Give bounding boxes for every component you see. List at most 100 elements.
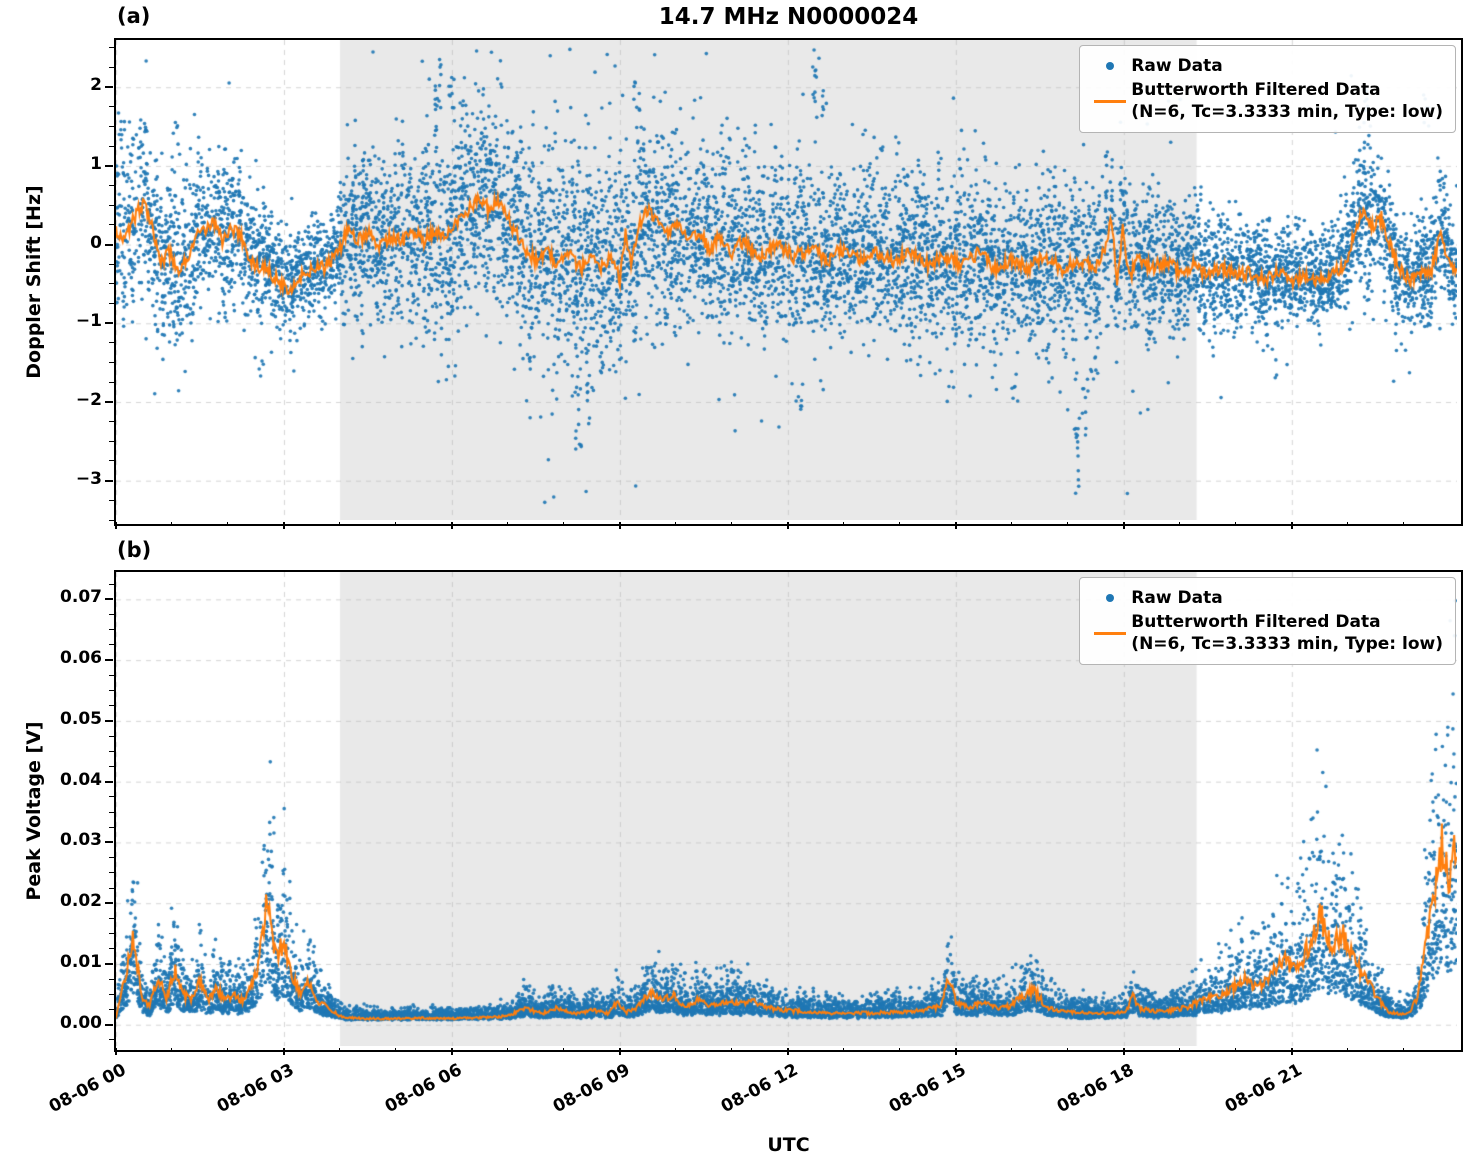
x-minor-tick — [899, 1048, 901, 1052]
x-minor-tick — [899, 522, 901, 526]
y-tick-label: 0.01 — [60, 951, 102, 972]
y-tick — [105, 841, 113, 844]
x-minor-tick — [339, 1048, 341, 1052]
x-tick — [618, 522, 621, 529]
x-tick — [282, 522, 285, 529]
y-tick-label: 0 — [90, 232, 102, 253]
y-minor-tick — [109, 1039, 114, 1041]
x-tick — [282, 1048, 285, 1055]
x-tick — [786, 1048, 789, 1055]
y-minor-tick — [109, 978, 114, 980]
panel-a-tag: (a) — [117, 4, 151, 28]
y-tick-label: 0.00 — [60, 1012, 102, 1033]
y-minor-tick — [109, 263, 114, 265]
x-minor-tick — [1179, 522, 1181, 526]
legend-raw-label: Raw Data — [1131, 56, 1223, 76]
legend-filtered-label: Butterworth Filtered Data (N=6, Tc=3.3333… — [1131, 611, 1443, 655]
x-minor-tick — [1011, 522, 1013, 526]
x-minor-tick — [227, 1048, 229, 1052]
y-minor-tick — [109, 204, 114, 206]
filtered-line-marker — [1089, 99, 1131, 103]
y-minor-tick — [109, 629, 114, 631]
y-tick — [105, 1023, 113, 1026]
legend-raw-row: Raw Data — [1089, 55, 1443, 77]
panel-b-tag: (b) — [117, 538, 152, 562]
x-minor-tick — [843, 1048, 845, 1052]
x-minor-tick — [171, 1048, 173, 1052]
legend-filtered-line1: Butterworth Filtered Data — [1131, 612, 1381, 633]
x-minor-tick — [1403, 522, 1405, 526]
y-tick — [105, 322, 113, 325]
y-minor-tick — [109, 440, 114, 442]
legend-filtered-row: Butterworth Filtered Data (N=6, Tc=3.3333… — [1089, 611, 1443, 655]
y-minor-tick — [109, 917, 114, 919]
y-tick — [105, 780, 113, 783]
y-tick — [105, 479, 113, 482]
y-tick — [105, 400, 113, 403]
y-tick — [105, 962, 113, 965]
y-minor-tick — [109, 145, 114, 147]
y-minor-tick — [109, 381, 114, 383]
y-minor-tick — [109, 644, 114, 646]
y-minor-tick — [109, 750, 114, 752]
y-minor-tick — [109, 583, 114, 585]
y-minor-tick — [109, 796, 114, 798]
x-minor-tick — [563, 522, 565, 526]
x-tick — [450, 522, 453, 529]
x-minor-tick — [1179, 1048, 1181, 1052]
y-minor-tick — [109, 811, 114, 813]
x-tick — [1290, 1048, 1293, 1055]
y-minor-tick — [109, 887, 114, 889]
x-minor-tick — [731, 522, 733, 526]
legend-filtered-label: Butterworth Filtered Data (N=6, Tc=3.3333… — [1131, 79, 1443, 123]
y-minor-tick — [109, 519, 114, 521]
y-tick-label: 0.04 — [60, 769, 102, 790]
legend-raw-label: Raw Data — [1131, 588, 1223, 608]
y-minor-tick — [109, 735, 114, 737]
x-tick — [115, 522, 117, 529]
y-minor-tick — [109, 948, 114, 950]
y-minor-tick — [109, 421, 114, 423]
y-tick — [105, 719, 113, 722]
y-minor-tick — [109, 460, 114, 462]
panel-b-ylabel: Peak Voltage [V] — [23, 721, 45, 901]
x-minor-tick — [1347, 522, 1349, 526]
y-tick-label: −1 — [75, 311, 102, 332]
x-minor-tick — [563, 1048, 565, 1052]
x-minor-tick — [395, 1048, 397, 1052]
y-minor-tick — [109, 499, 114, 501]
y-minor-tick — [109, 705, 114, 707]
y-tick — [105, 902, 113, 905]
y-minor-tick — [109, 126, 114, 128]
x-minor-tick — [1067, 522, 1069, 526]
y-tick — [105, 86, 113, 89]
panel-b-plot-area: Raw Data Butterworth Filtered Data (N=6, … — [114, 570, 1463, 1052]
y-tick-label: −2 — [75, 389, 102, 410]
y-minor-tick — [109, 933, 114, 935]
y-minor-tick — [109, 303, 114, 305]
x-minor-tick — [507, 1048, 509, 1052]
filtered-line-marker — [1089, 631, 1131, 635]
y-minor-tick — [109, 1009, 114, 1011]
y-tick — [105, 164, 113, 167]
x-minor-tick — [843, 522, 845, 526]
y-tick — [105, 598, 113, 601]
x-tick — [450, 1048, 453, 1055]
x-minor-tick — [1011, 1048, 1013, 1052]
y-tick — [105, 243, 113, 246]
x-minor-tick — [1067, 1048, 1069, 1052]
legend-filtered-row: Butterworth Filtered Data (N=6, Tc=3.3333… — [1089, 79, 1443, 123]
y-minor-tick — [109, 224, 114, 226]
x-tick — [786, 522, 789, 529]
y-minor-tick — [109, 185, 114, 187]
x-minor-tick — [1403, 1048, 1405, 1052]
y-minor-tick — [109, 765, 114, 767]
y-minor-tick — [109, 283, 114, 285]
y-tick-label: 2 — [90, 75, 102, 96]
panel-a-ylabel: Doppler Shift [Hz] — [23, 185, 45, 379]
x-tick — [1122, 522, 1125, 529]
y-minor-tick — [109, 826, 114, 828]
x-minor-tick — [227, 522, 229, 526]
legend-filtered-line1: Butterworth Filtered Data — [1131, 80, 1381, 101]
